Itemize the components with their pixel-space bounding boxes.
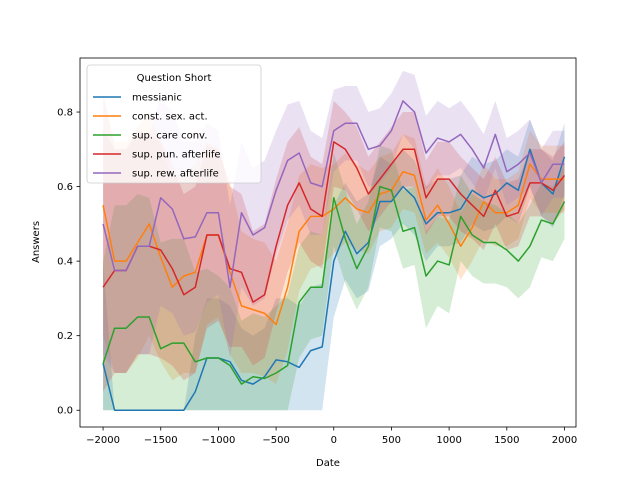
x-axis-ticks: −2000 −1500 −1000 −500 0 500 1000 1500 2000 (86, 427, 577, 446)
x-tick-label: 500 (382, 435, 401, 446)
x-tick-label: 1000 (436, 435, 461, 446)
series-line-sup-rew-afterlife (102, 100, 565, 288)
legend-box (86, 64, 262, 184)
x-tick-label: 1500 (494, 435, 519, 446)
band-sup-care-conv (103, 145, 565, 411)
y-tick-label: 0.8 (57, 108, 73, 119)
legend-label-sup-pun-afterlife: sup. pun. afterlife (132, 150, 221, 161)
series-line-sup-pun-afterlife (102, 141, 566, 303)
x-tick-label: −500 (262, 435, 289, 446)
legend-label-sup-rew-afterlife: sup. rew. afterlife (132, 169, 219, 180)
legend-label-sup-care-conv: sup. care conv. (132, 131, 207, 142)
x-tick-label: 2000 (552, 435, 577, 446)
y-tick-label: 0.4 (57, 257, 73, 268)
y-axis-label: Answers (31, 221, 42, 263)
legend-label-messianic: messianic (132, 93, 182, 104)
y-tick-label: 0.0 (57, 406, 73, 417)
series-line-sup-care-conv (102, 185, 566, 385)
x-tick-label: −2000 (86, 435, 120, 446)
x-tick-label: −1500 (144, 435, 178, 446)
y-axis-ticks: 0.0 0.2 0.4 0.6 0.8 (57, 108, 80, 417)
x-tick-label: 0 (331, 435, 337, 446)
legend-title: Question Short (137, 73, 212, 84)
series-line-const-sex-act (102, 163, 565, 326)
plot-frame (79, 57, 577, 428)
legend-label-const-sex-act: const. sex. act. (132, 112, 208, 123)
legend: Question Short messianic const. sex. act.… (86, 64, 262, 184)
x-tick-label: −1000 (202, 435, 236, 446)
x-axis-label: Date (316, 458, 340, 469)
series-lines (102, 100, 566, 411)
y-tick-label: 0.6 (57, 182, 73, 193)
y-tick-label: 0.2 (57, 331, 73, 342)
series-line-messianic (102, 148, 566, 411)
